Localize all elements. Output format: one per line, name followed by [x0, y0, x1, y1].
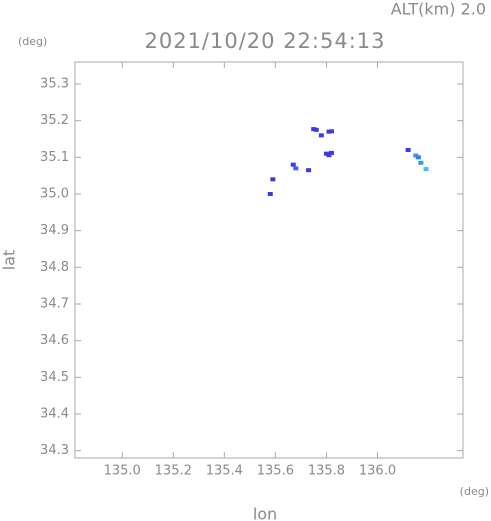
y-tick-label: 35.2 — [40, 113, 69, 128]
x-tick-label: 135.6 — [257, 464, 294, 479]
data-point — [313, 127, 319, 132]
data-point — [270, 177, 276, 182]
x-tick-label: 135.4 — [206, 464, 243, 479]
data-point — [293, 166, 299, 171]
data-point — [415, 155, 421, 160]
data-point — [329, 150, 335, 155]
y-tick-label: 34.6 — [40, 333, 69, 348]
x-tick-label: 136.0 — [359, 464, 396, 479]
x-unit: (deg) — [460, 485, 489, 498]
data-point — [329, 129, 335, 134]
data-point — [290, 162, 296, 167]
y-tick-label: 35.0 — [40, 187, 69, 202]
y-tick-label: 34.9 — [40, 223, 69, 238]
data-point — [405, 148, 411, 152]
data-point — [413, 153, 419, 158]
data-point — [423, 167, 429, 172]
x-tick-label: 135.8 — [308, 464, 345, 479]
y-tick-label: 34.8 — [40, 260, 69, 275]
x-tick-label: 135.0 — [104, 464, 141, 479]
y-unit: (deg) — [18, 35, 47, 48]
altitude-label: ALT(km) 2.0 — [391, 0, 486, 19]
y-tick-label: 35.1 — [40, 150, 69, 165]
data-point — [267, 192, 273, 196]
y-tick-label: 34.5 — [40, 370, 69, 385]
y-tick-label: 35.3 — [40, 77, 69, 92]
x-tick-label: 135.2 — [155, 464, 192, 479]
data-point — [306, 168, 312, 173]
data-point — [326, 153, 332, 158]
data-point — [323, 151, 329, 156]
data-point — [418, 160, 424, 165]
chart-title: 2021/10/20 22:54:13 — [144, 29, 385, 53]
data-point — [311, 127, 317, 132]
y-axis-label: lat — [0, 250, 19, 271]
y-tick-label: 34.7 — [40, 297, 69, 312]
plot-frame — [74, 61, 464, 459]
y-tick-label: 34.3 — [40, 443, 69, 458]
y-tick-label: 34.4 — [40, 407, 69, 422]
data-point — [318, 133, 324, 138]
data-point — [326, 129, 332, 134]
x-axis-label: lon — [253, 505, 277, 521]
